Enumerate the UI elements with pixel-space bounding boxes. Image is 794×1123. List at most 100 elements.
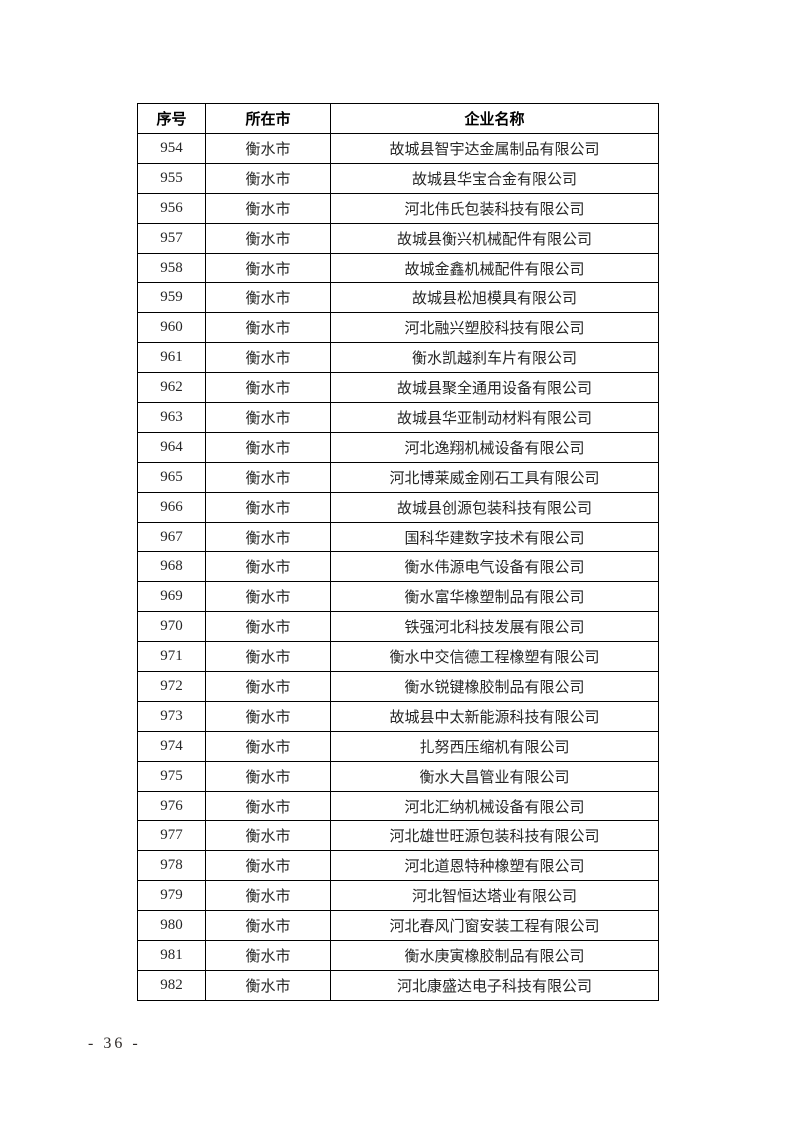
table-row: 974 衡水市 扎努西压缩机有限公司 xyxy=(137,730,659,762)
company-cell: 衡水富华橡塑制品有限公司 xyxy=(330,581,659,613)
city-cell: 衡水市 xyxy=(205,820,331,852)
table-row: 964 衡水市 河北逸翔机械设备有限公司 xyxy=(137,431,659,463)
serial-cell: 981 xyxy=(137,940,206,971)
serial-cell: 963 xyxy=(137,402,206,433)
serial-cell: 960 xyxy=(137,312,206,344)
serial-cell: 961 xyxy=(137,342,206,374)
serial-cell: 956 xyxy=(137,192,206,224)
serial-cell: 976 xyxy=(137,790,206,822)
city-cell: 衡水市 xyxy=(205,641,331,673)
table-row: 957 衡水市 故城县衡兴机械配件有限公司 xyxy=(137,222,659,254)
table-header-row: 序号 所在市 企业名称 xyxy=(137,103,659,134)
serial-cell: 980 xyxy=(137,910,206,942)
table-row: 969 衡水市 衡水富华橡塑制品有限公司 xyxy=(137,581,659,613)
table-row: 968 衡水市 衡水伟源电气设备有限公司 xyxy=(137,551,659,583)
company-cell: 故城县创源包装科技有限公司 xyxy=(330,491,659,523)
table-row: 981 衡水市 衡水庚寅橡胶制品有限公司 xyxy=(137,940,659,971)
serial-cell: 974 xyxy=(137,730,206,762)
company-cell: 衡水庚寅橡胶制品有限公司 xyxy=(330,940,659,971)
serial-cell: 967 xyxy=(137,521,206,553)
table-row: 962 衡水市 故城县聚全通用设备有限公司 xyxy=(137,372,659,404)
city-cell: 衡水市 xyxy=(205,431,331,463)
city-cell: 衡水市 xyxy=(205,162,331,194)
serial-cell: 966 xyxy=(137,491,206,523)
company-table: 序号 所在市 企业名称 954 衡水市 故城县智宇达金属制品有限公司 955 衡水市 故城… xyxy=(137,103,659,1001)
serial-cell: 958 xyxy=(137,252,206,284)
serial-cell: 979 xyxy=(137,880,206,912)
serial-cell: 959 xyxy=(137,282,206,314)
city-cell: 衡水市 xyxy=(205,969,331,1001)
city-cell: 衡水市 xyxy=(205,461,331,493)
header-company: 企业名称 xyxy=(330,103,659,134)
city-cell: 衡水市 xyxy=(205,730,331,762)
company-cell: 衡水大昌管业有限公司 xyxy=(330,760,659,792)
company-cell: 河北雄世旺源包装科技有限公司 xyxy=(330,820,659,852)
serial-cell: 978 xyxy=(137,850,206,882)
company-cell: 故城县聚全通用设备有限公司 xyxy=(330,372,659,404)
serial-cell: 972 xyxy=(137,671,206,702)
header-serial: 序号 xyxy=(137,103,206,134)
serial-cell: 969 xyxy=(137,581,206,613)
city-cell: 衡水市 xyxy=(205,372,331,404)
company-cell: 故城金鑫机械配件有限公司 xyxy=(330,252,659,284)
company-cell: 故城县华亚制动材料有限公司 xyxy=(330,402,659,433)
city-cell: 衡水市 xyxy=(205,192,331,224)
city-cell: 衡水市 xyxy=(205,252,331,284)
table-row: 965 衡水市 河北博莱威金刚石工具有限公司 xyxy=(137,461,659,493)
table-row: 960 衡水市 河北融兴塑胶科技有限公司 xyxy=(137,312,659,344)
city-cell: 衡水市 xyxy=(205,700,331,732)
table-row: 975 衡水市 衡水大昌管业有限公司 xyxy=(137,760,659,792)
company-cell: 故城县衡兴机械配件有限公司 xyxy=(330,222,659,254)
company-cell: 河北智恒达塔业有限公司 xyxy=(330,880,659,912)
serial-cell: 971 xyxy=(137,641,206,673)
table-row: 977 衡水市 河北雄世旺源包装科技有限公司 xyxy=(137,820,659,852)
table-row: 978 衡水市 河北道恩特种橡塑有限公司 xyxy=(137,850,659,882)
company-cell: 河北融兴塑胶科技有限公司 xyxy=(330,312,659,344)
table-row: 970 衡水市 铁强河北科技发展有限公司 xyxy=(137,611,659,643)
company-cell: 衡水伟源电气设备有限公司 xyxy=(330,551,659,583)
city-cell: 衡水市 xyxy=(205,790,331,822)
city-cell: 衡水市 xyxy=(205,760,331,792)
city-cell: 衡水市 xyxy=(205,521,331,553)
company-cell: 河北逸翔机械设备有限公司 xyxy=(330,431,659,463)
company-cell: 故城县智宇达金属制品有限公司 xyxy=(330,133,659,164)
city-cell: 衡水市 xyxy=(205,222,331,254)
page-number: - 36 - xyxy=(88,1035,141,1052)
table-row: 973 衡水市 故城县中太新能源科技有限公司 xyxy=(137,700,659,732)
company-cell: 故城县中太新能源科技有限公司 xyxy=(330,700,659,732)
table-row: 956 衡水市 河北伟氏包装科技有限公司 xyxy=(137,192,659,224)
table-row: 971 衡水市 衡水中交信德工程橡塑有限公司 xyxy=(137,641,659,673)
city-cell: 衡水市 xyxy=(205,671,331,702)
serial-cell: 977 xyxy=(137,820,206,852)
serial-cell: 982 xyxy=(137,969,206,1001)
table-row: 972 衡水市 衡水锐键橡胶制品有限公司 xyxy=(137,671,659,702)
city-cell: 衡水市 xyxy=(205,342,331,374)
city-cell: 衡水市 xyxy=(205,133,331,164)
serial-cell: 975 xyxy=(137,760,206,792)
serial-cell: 964 xyxy=(137,431,206,463)
serial-cell: 962 xyxy=(137,372,206,404)
city-cell: 衡水市 xyxy=(205,402,331,433)
company-cell: 故城县华宝合金有限公司 xyxy=(330,162,659,194)
company-cell: 河北博莱威金刚石工具有限公司 xyxy=(330,461,659,493)
serial-cell: 955 xyxy=(137,162,206,194)
company-cell: 扎努西压缩机有限公司 xyxy=(330,730,659,762)
serial-cell: 968 xyxy=(137,551,206,583)
company-cell: 故城县松旭模具有限公司 xyxy=(330,282,659,314)
city-cell: 衡水市 xyxy=(205,611,331,643)
city-cell: 衡水市 xyxy=(205,850,331,882)
table-header: 序号 所在市 企业名称 xyxy=(137,103,659,134)
serial-cell: 965 xyxy=(137,461,206,493)
table-row: 961 衡水市 衡水凯越刹车片有限公司 xyxy=(137,342,659,374)
table-row: 958 衡水市 故城金鑫机械配件有限公司 xyxy=(137,252,659,284)
company-cell: 河北春风门窗安装工程有限公司 xyxy=(330,910,659,942)
table-row: 980 衡水市 河北春风门窗安装工程有限公司 xyxy=(137,910,659,942)
city-cell: 衡水市 xyxy=(205,312,331,344)
serial-cell: 957 xyxy=(137,222,206,254)
company-cell: 衡水中交信德工程橡塑有限公司 xyxy=(330,641,659,673)
table-row: 976 衡水市 河北汇纳机械设备有限公司 xyxy=(137,790,659,822)
table-row: 963 衡水市 故城县华亚制动材料有限公司 xyxy=(137,402,659,433)
company-cell: 河北道恩特种橡塑有限公司 xyxy=(330,850,659,882)
company-cell: 衡水锐键橡胶制品有限公司 xyxy=(330,671,659,702)
city-cell: 衡水市 xyxy=(205,880,331,912)
